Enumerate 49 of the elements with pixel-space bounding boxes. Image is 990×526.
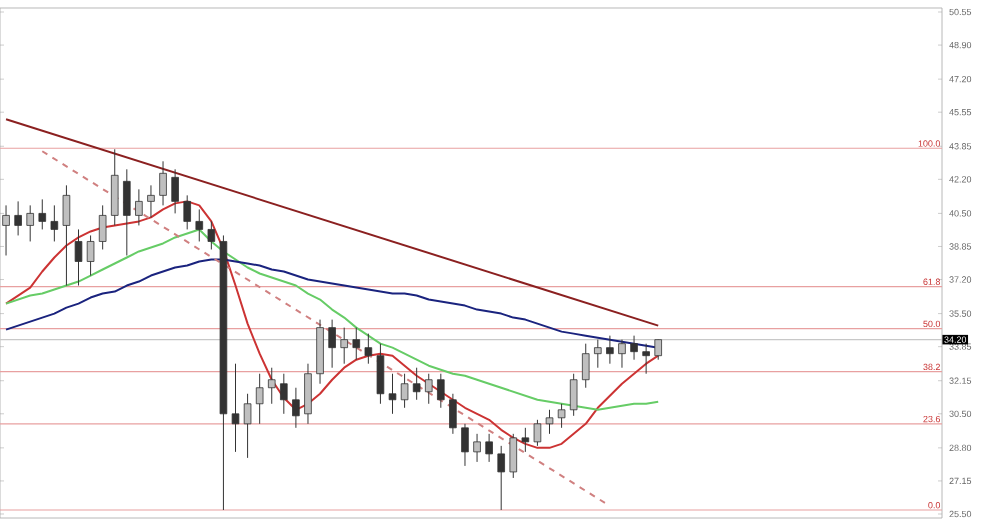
candlestick — [292, 387, 300, 429]
candlestick — [231, 363, 240, 453]
candlestick — [147, 184, 155, 218]
candlestick — [569, 373, 578, 417]
candlestick — [267, 367, 276, 405]
candlestick — [581, 343, 590, 389]
candlestick — [412, 367, 421, 401]
candlestick — [376, 343, 385, 405]
candlestick — [98, 204, 107, 250]
candlestick — [473, 433, 481, 463]
candlestick — [62, 184, 71, 287]
candlestick — [557, 403, 566, 429]
candlestick — [135, 188, 143, 226]
candlestick — [461, 423, 469, 467]
candlestick — [280, 373, 288, 415]
candlestick — [159, 160, 167, 206]
candlestick — [352, 327, 361, 361]
candlestick — [364, 333, 373, 365]
candlestick — [14, 200, 22, 236]
candlestick — [243, 393, 252, 459]
candlestick — [110, 148, 119, 226]
candlestick — [26, 204, 34, 242]
candlestick — [509, 433, 518, 479]
candlestick — [38, 198, 47, 230]
candlestick — [328, 319, 336, 369]
candlestick — [485, 433, 493, 463]
candlestick — [449, 393, 457, 435]
candlestick — [388, 373, 397, 415]
candlestick — [207, 220, 216, 250]
candlestick — [304, 363, 312, 425]
candlestick — [171, 168, 179, 214]
candlestick — [424, 373, 433, 405]
candlestick — [533, 419, 542, 447]
candlestick — [195, 208, 204, 242]
candlestick — [545, 409, 554, 435]
candlestick — [606, 335, 614, 365]
candlestick — [437, 373, 445, 409]
candlestick — [86, 234, 95, 277]
candlestick — [50, 204, 59, 242]
candlestick — [183, 194, 191, 230]
candlestick — [630, 335, 638, 361]
candlestick — [521, 427, 530, 453]
candlestick — [255, 373, 264, 425]
candlestick — [642, 343, 650, 375]
candlestick — [497, 445, 505, 511]
candlestick — [400, 373, 409, 409]
candlestick — [2, 204, 10, 256]
candlestick — [74, 228, 83, 287]
candlestick — [123, 168, 131, 256]
